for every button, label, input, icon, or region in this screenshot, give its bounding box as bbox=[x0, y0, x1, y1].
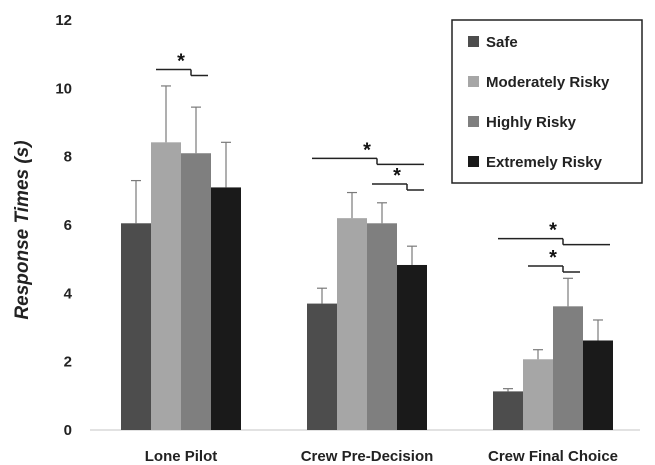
bar bbox=[523, 359, 553, 430]
x-category-label: Lone Pilot bbox=[145, 448, 218, 465]
bar bbox=[307, 303, 337, 430]
error-bars bbox=[131, 85, 603, 392]
bar bbox=[181, 153, 211, 430]
significance-bracket: * bbox=[498, 220, 610, 246]
significance-bracket: * bbox=[156, 51, 208, 77]
y-axis-label: Response Times (s) bbox=[12, 140, 33, 319]
legend: Safe Moderately Risky Highly Risky Extremel… bbox=[451, 19, 643, 184]
y-tick-label: 6 bbox=[64, 217, 72, 234]
y-tick-label: 0 bbox=[64, 422, 72, 439]
x-category-label: Crew Pre-Decision bbox=[301, 448, 434, 465]
legend-box bbox=[451, 19, 643, 184]
legend-swatch bbox=[468, 116, 479, 127]
bar bbox=[583, 340, 613, 430]
bar bbox=[151, 142, 181, 431]
significance-bracket: * bbox=[372, 165, 424, 191]
legend-label: Safe bbox=[486, 34, 518, 51]
y-tick-label: 10 bbox=[55, 80, 72, 97]
significance-markers: * * * * * bbox=[156, 51, 610, 273]
legend-label: Moderately Risky bbox=[486, 74, 610, 91]
significance-star: * bbox=[549, 247, 557, 269]
bar bbox=[493, 391, 523, 430]
x-category-label: Crew Final Choice bbox=[488, 448, 618, 465]
bar bbox=[553, 306, 583, 430]
bar bbox=[337, 218, 367, 430]
bar bbox=[367, 223, 397, 430]
significance-star: * bbox=[393, 165, 401, 187]
bar bbox=[121, 223, 151, 430]
bars bbox=[121, 142, 613, 431]
y-tick-label: 2 bbox=[64, 354, 72, 371]
bar bbox=[397, 264, 427, 430]
legend-swatch bbox=[468, 156, 479, 167]
legend-label: Extremely Risky bbox=[486, 154, 603, 171]
bar bbox=[211, 187, 241, 430]
y-tick-label: 12 bbox=[55, 12, 72, 29]
y-tick-label: 8 bbox=[64, 149, 72, 166]
significance-star: * bbox=[549, 220, 557, 242]
legend-label: Highly Risky bbox=[486, 114, 577, 131]
x-axis-categories: Lone Pilot Crew Pre-Decision Crew Final Ch… bbox=[145, 448, 618, 465]
legend-swatch bbox=[468, 76, 479, 87]
significance-star: * bbox=[177, 51, 185, 73]
significance-bracket: * bbox=[312, 139, 424, 166]
significance-star: * bbox=[363, 139, 371, 161]
legend-swatch bbox=[468, 36, 479, 47]
y-tick-label: 4 bbox=[64, 285, 73, 302]
significance-bracket: * bbox=[528, 247, 580, 273]
